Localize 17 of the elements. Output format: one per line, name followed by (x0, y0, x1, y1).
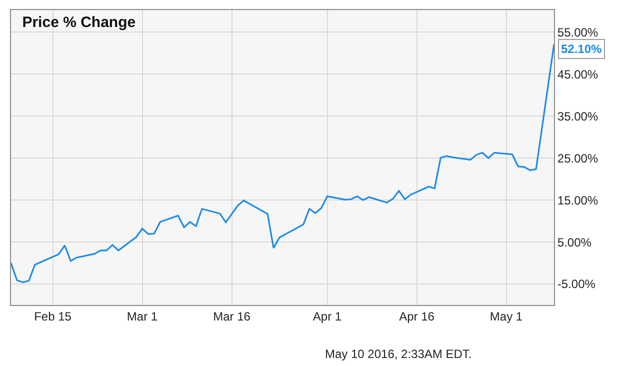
x-tick-label: Apr 16 (399, 309, 435, 324)
x-tick-label: Apr 1 (312, 309, 342, 324)
x-tick-label: Mar 1 (126, 309, 158, 324)
y-tick-label: 25.00% (557, 151, 598, 166)
y-tick-label: 5.00% (557, 235, 592, 250)
text: May 10 2016, 2:33AM EDT. (325, 347, 472, 361)
line-series (11, 44, 554, 284)
x-tick-label: Mar 16 (213, 309, 251, 324)
x-tick-label: May 1 (490, 309, 523, 324)
y-tick-label: 45.00% (557, 67, 598, 82)
y-tick-label: -5.00% (557, 277, 596, 292)
data-label: 52.10% (561, 42, 602, 56)
y-tick-label: 55.00% (557, 25, 598, 40)
y-tick-label: 35.00% (557, 109, 598, 124)
chart-title: Price % Change (22, 14, 136, 31)
y-tick-label: 15.00% (557, 193, 598, 208)
x-tick-label: Feb 15 (34, 309, 72, 324)
